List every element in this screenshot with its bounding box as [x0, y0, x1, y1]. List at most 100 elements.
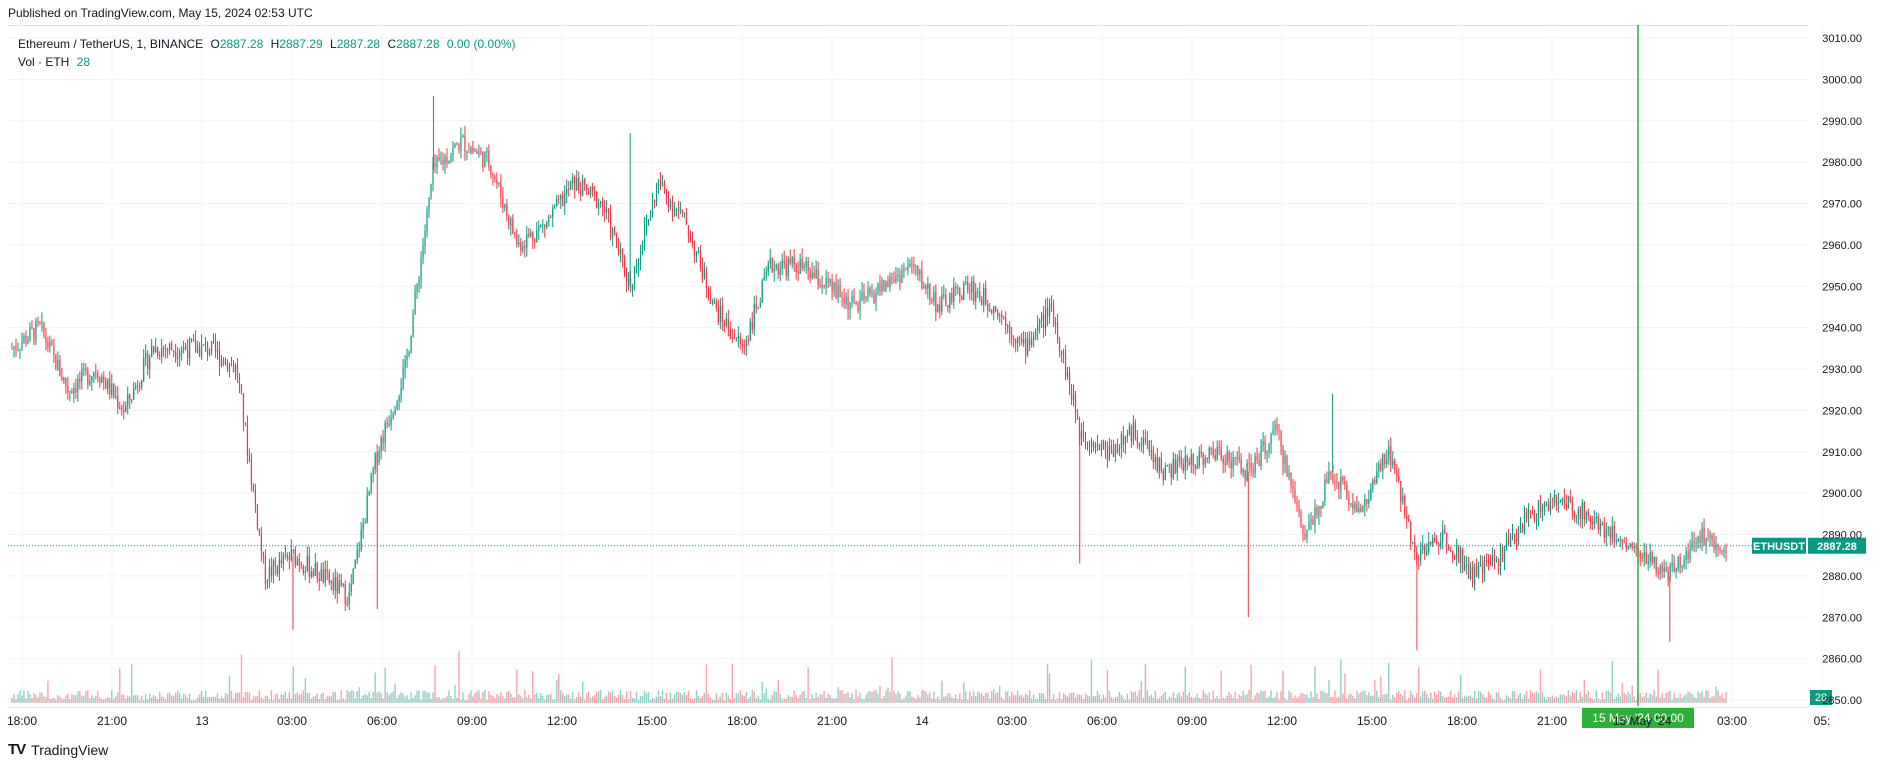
volume-bar — [1429, 692, 1432, 703]
volume-bar — [348, 691, 350, 703]
volume-bar — [1673, 692, 1675, 703]
candle-body — [919, 269, 921, 275]
candle-body — [540, 225, 542, 227]
candle-body — [1112, 449, 1115, 457]
candle-body — [346, 603, 348, 605]
volume-bar — [498, 695, 500, 703]
volume-bar — [753, 691, 755, 703]
volume-bar — [1665, 692, 1667, 703]
volume-bar — [669, 692, 672, 703]
volume-bar — [133, 695, 135, 703]
candle-body — [480, 151, 482, 153]
candle-body — [71, 391, 73, 394]
volume-bar — [482, 692, 484, 703]
volume-bar — [1643, 696, 1645, 703]
candle-body — [1711, 535, 1713, 541]
candle-body — [1118, 448, 1121, 452]
volume-bar — [372, 691, 374, 703]
candle-body — [803, 265, 805, 268]
volume-bar — [1272, 697, 1274, 703]
candle-body — [909, 263, 911, 267]
candle-body — [1649, 552, 1651, 561]
candle-body — [807, 260, 809, 271]
candle-body — [500, 182, 502, 198]
candle-body — [416, 284, 418, 292]
volume-bar — [1286, 699, 1288, 703]
volume-bar — [322, 692, 324, 703]
candle-body — [885, 281, 887, 291]
volume-bar — [1519, 693, 1522, 703]
candle-body — [1356, 504, 1358, 512]
candle-body — [149, 357, 151, 369]
volume-bar — [763, 693, 765, 703]
candle-body — [59, 360, 61, 376]
volume-bar — [524, 689, 526, 703]
candle-body — [1228, 452, 1230, 461]
volume-bar — [99, 697, 101, 703]
volume-bar — [861, 698, 863, 703]
candle-body — [1619, 539, 1621, 541]
candle-body — [1489, 562, 1492, 566]
brand-name: TradingView — [31, 741, 109, 758]
volume-bar — [1531, 692, 1534, 703]
candle-body — [1172, 459, 1174, 479]
volume-bar — [424, 690, 426, 703]
candle-body — [326, 569, 328, 572]
volume-bar — [166, 693, 169, 703]
candle-body — [829, 278, 831, 284]
candle-body — [1144, 438, 1146, 442]
candle-body — [280, 559, 282, 564]
volume-bar — [769, 699, 771, 703]
candle-body — [699, 250, 701, 267]
candle-body — [971, 281, 973, 293]
candle-body — [133, 387, 135, 400]
candle-body — [169, 343, 171, 350]
candle-body — [1575, 515, 1577, 518]
candle-body — [1398, 476, 1400, 482]
candle-body — [617, 247, 620, 255]
volume-bar — [1238, 694, 1240, 703]
candle-body — [1625, 543, 1627, 549]
volume-bar — [117, 692, 119, 703]
volume-bar — [695, 690, 698, 703]
volume-bar — [791, 697, 793, 703]
candle-body — [175, 352, 177, 359]
candle-body — [901, 271, 903, 283]
candle-body — [208, 352, 211, 354]
candle-body — [1324, 479, 1326, 502]
volume-bar — [1210, 699, 1212, 703]
candle-body — [386, 422, 388, 425]
volume-bar — [174, 692, 177, 703]
volume-bar — [360, 698, 362, 703]
volume-bar — [1711, 696, 1713, 703]
candle-body — [1487, 560, 1490, 563]
candle-body — [1661, 565, 1663, 572]
volume-bar — [37, 697, 39, 703]
candle-body — [769, 258, 771, 264]
volume-bar — [1304, 694, 1306, 703]
candle-body — [1434, 537, 1436, 541]
candle-body — [1647, 560, 1649, 564]
candle-body — [95, 373, 97, 375]
candle-body — [1579, 508, 1581, 519]
volume-bar — [1386, 693, 1388, 703]
candle-body — [360, 529, 362, 550]
volume-bar — [63, 698, 65, 703]
volume-bar — [677, 691, 680, 703]
candle-body — [893, 279, 895, 283]
volume-bar — [1525, 691, 1528, 703]
volume-bar — [1667, 692, 1669, 703]
candle-body — [787, 258, 789, 276]
candle-body — [436, 156, 438, 168]
candle-body — [921, 269, 923, 289]
legend-volume-value: 28 — [76, 55, 91, 69]
volume-bar — [1435, 694, 1438, 703]
symbol-tag-label: ETHUSDT — [1753, 541, 1805, 553]
candle-body — [1671, 562, 1673, 566]
candle-body — [827, 278, 829, 284]
volume-bar — [1156, 699, 1159, 703]
candle-body — [382, 437, 384, 443]
candle-body — [478, 151, 480, 155]
volume-bar — [448, 690, 450, 703]
